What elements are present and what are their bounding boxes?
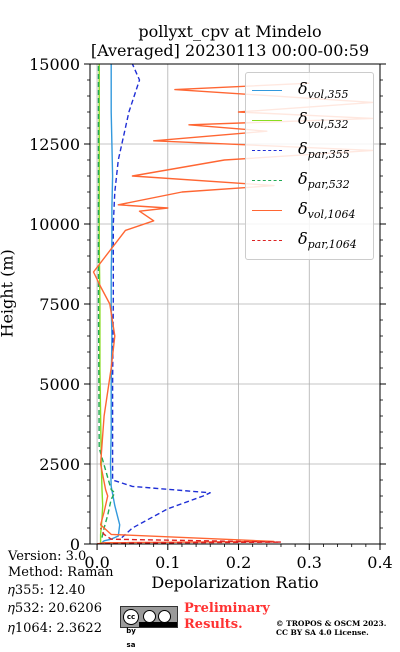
x-tick-label: 0.2 (226, 553, 251, 572)
legend-item: δpar,532 (246, 165, 373, 195)
legend-item: δvol,355 (246, 75, 373, 105)
eta355-text: 𝜂355: 12.40 (8, 583, 86, 598)
y-tick-label: 5000 (39, 375, 80, 394)
legend-label: δpar,355 (298, 139, 350, 162)
x-tick-label: 0.3 (297, 553, 322, 572)
eta1064-text: 𝜂1064: 2.3622 (8, 621, 102, 636)
chart-subtitle: [Averaged] 20230113 00:00-00:59 (90, 41, 370, 60)
x-tick-label: 0.0 (84, 553, 109, 572)
method-text: Method: Raman (8, 565, 114, 580)
cc-icon: cc by sa (123, 609, 139, 649)
series-line (111, 64, 211, 539)
y-tick-label: 10000 (29, 215, 80, 234)
y-axis-label: Height (m) (0, 249, 17, 338)
legend-item: δpar,355 (246, 135, 373, 165)
legend-item: δvol,532 (246, 105, 373, 135)
legend-item: δpar,1064 (246, 225, 373, 255)
legend-swatch (252, 210, 282, 211)
eta532-text: 𝜂532: 20.6206 (8, 601, 102, 616)
legend-label: δvol,1064 (298, 199, 356, 222)
badge-strip (139, 622, 177, 627)
legend-label: δpar,532 (298, 169, 350, 192)
y-tick-label: 0 (70, 535, 80, 554)
legend-item: δvol,1064 (246, 195, 373, 225)
copyright-text: © TROPOS & OSCM 2023. CC BY SA 4.0 Licen… (276, 619, 387, 637)
chart-series (92, 64, 374, 544)
series-line (92, 82, 374, 544)
series-line (97, 527, 282, 544)
legend-swatch (252, 150, 282, 151)
preliminary-note: Preliminary Results. (184, 601, 270, 632)
x-tick-label: 0.1 (155, 553, 180, 572)
y-tick-label: 15000 (29, 55, 80, 74)
chart-legend: δvol,355 δvol,532 δpar,355 δpar,532 δvol… (245, 72, 374, 260)
version-text: Version: 3.0 (8, 549, 87, 564)
legend-swatch (252, 180, 282, 181)
x-tick-label: 0.4 (367, 553, 392, 572)
axis-ticks: 0.0 0.1 0.2 0.3 0.4 0 2500 5000 7500 10000 12500 15… (29, 55, 393, 572)
legend-label: δpar,1064 (298, 229, 357, 252)
chart-title: pollyxt_cpv at Mindelo (138, 22, 322, 41)
legend-swatch (252, 90, 282, 91)
legend-swatch (252, 120, 282, 121)
legend-label: δvol,532 (298, 109, 349, 132)
legend-swatch (252, 240, 282, 241)
x-axis-label: Depolarization Ratio (151, 573, 319, 592)
legend-label: δvol,355 (298, 79, 349, 102)
y-tick-label: 2500 (39, 455, 80, 474)
y-tick-label: 7500 (39, 295, 80, 314)
y-tick-label: 12500 (29, 135, 80, 154)
cc-license-badge: cc by sa (120, 606, 178, 649)
